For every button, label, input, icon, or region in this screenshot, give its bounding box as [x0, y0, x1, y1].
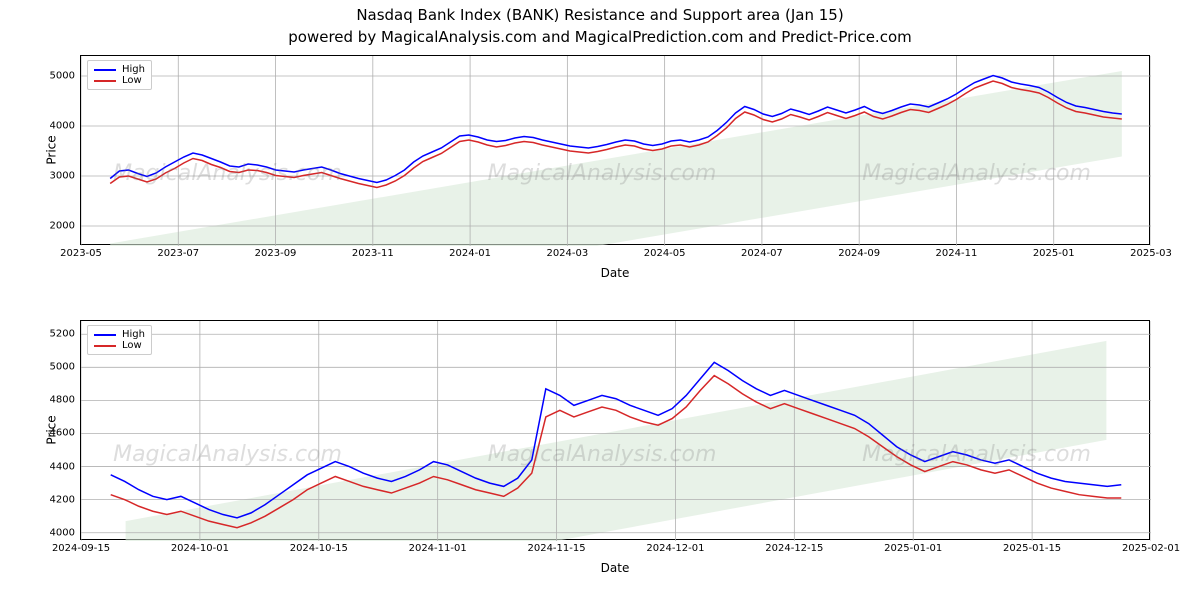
figure: Nasdaq Bank Index (BANK) Resistance and …	[0, 0, 1200, 600]
y-tick-label: 2000	[50, 221, 81, 232]
y-tick-label: 5000	[50, 362, 81, 373]
support-resistance-band	[110, 71, 1122, 246]
y-tick-label: 5200	[50, 329, 81, 340]
y-tick-label: 4000	[50, 527, 81, 538]
legend-item-low: Low	[94, 75, 145, 86]
legend-line-low	[94, 345, 116, 347]
y-tick-label: 3000	[50, 171, 81, 182]
x-tick-label: 2023-09	[255, 244, 297, 259]
title-sub: powered by MagicalAnalysis.com and Magic…	[0, 28, 1200, 46]
y-tick-label: 4000	[50, 121, 81, 132]
legend-line-low	[94, 80, 116, 82]
x-tick-label: 2024-12-15	[765, 539, 823, 554]
legend-line-high	[94, 334, 116, 336]
x-tick-label: 2024-09	[838, 244, 880, 259]
x-axis-label: Date	[601, 561, 630, 575]
x-tick-label: 2024-11-15	[527, 539, 585, 554]
legend-label-low: Low	[122, 75, 142, 86]
x-tick-label: 2025-02-01	[1122, 539, 1180, 554]
title-main: Nasdaq Bank Index (BANK) Resistance and …	[0, 6, 1200, 24]
x-axis-label: Date	[601, 266, 630, 280]
x-tick-label: 2024-09-15	[52, 539, 110, 554]
y-tick-label: 4400	[50, 461, 81, 472]
legend-label-low: Low	[122, 340, 142, 351]
legend-label-high: High	[122, 329, 145, 340]
x-tick-label: 2024-05	[644, 244, 686, 259]
x-tick-label: 2025-03	[1130, 244, 1172, 259]
x-tick-label: 2025-01-15	[1003, 539, 1061, 554]
x-tick-label: 2023-11	[352, 244, 394, 259]
chart-panel-bottom: Price Date High Low 40004200440046004800…	[80, 320, 1150, 540]
x-tick-label: 2024-11	[936, 244, 978, 259]
legend-label-high: High	[122, 64, 145, 75]
y-tick-label: 4600	[50, 428, 81, 439]
chart-svg	[81, 56, 1151, 246]
x-tick-label: 2024-12-01	[646, 539, 704, 554]
legend-line-high	[94, 69, 116, 71]
x-tick-label: 2024-01	[449, 244, 491, 259]
x-tick-label: 2025-01	[1033, 244, 1075, 259]
legend-item-low: Low	[94, 340, 145, 351]
legend: High Low	[87, 60, 152, 90]
x-tick-label: 2024-10-01	[171, 539, 229, 554]
x-tick-label: 2024-03	[546, 244, 588, 259]
legend: High Low	[87, 325, 152, 355]
x-tick-label: 2024-07	[741, 244, 783, 259]
y-tick-label: 5000	[50, 71, 81, 82]
x-tick-label: 2023-07	[157, 244, 199, 259]
chart-panel-top: Price Date High Low 20003000400050002023…	[80, 55, 1150, 245]
x-tick-label: 2025-01-01	[884, 539, 942, 554]
x-tick-label: 2024-10-15	[290, 539, 348, 554]
y-tick-label: 4200	[50, 494, 81, 505]
x-tick-label: 2024-11-01	[409, 539, 467, 554]
chart-svg	[81, 321, 1151, 541]
x-tick-label: 2023-05	[60, 244, 102, 259]
legend-item-high: High	[94, 329, 145, 340]
y-axis-label: Price	[45, 135, 59, 164]
legend-item-high: High	[94, 64, 145, 75]
y-tick-label: 4800	[50, 395, 81, 406]
